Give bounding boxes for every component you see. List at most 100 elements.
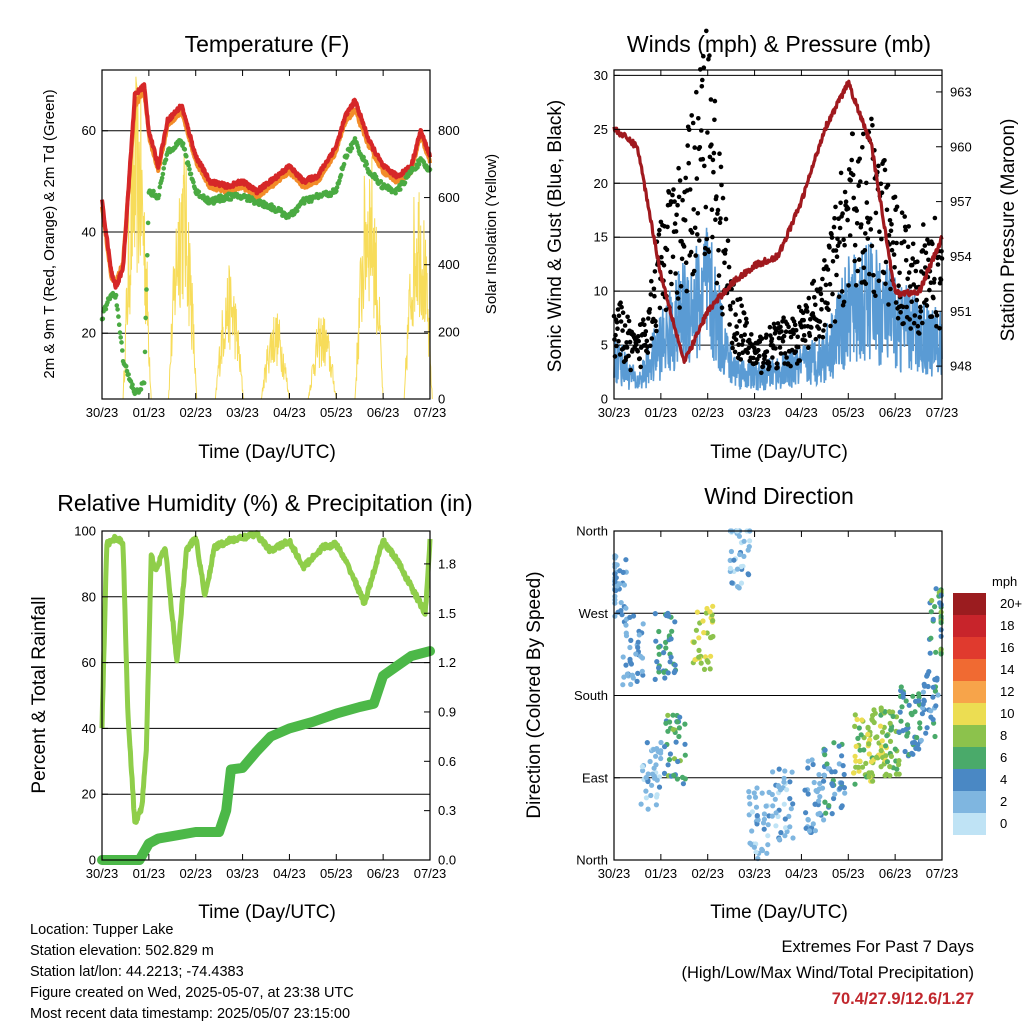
gust-point <box>685 143 690 148</box>
x-tick-label: 02/23 <box>691 405 724 420</box>
gust-point <box>918 304 923 310</box>
direction-point <box>790 801 796 807</box>
gust-point <box>837 225 843 231</box>
solar-line <box>168 153 198 400</box>
y2-tick-label: 957 <box>950 194 972 209</box>
dewpoint-point <box>157 184 163 190</box>
pressure-ylabel: Station Pressure (Maroon) <box>998 119 1019 342</box>
gust-point <box>837 240 842 245</box>
gust-point <box>689 230 695 235</box>
direction-point <box>917 720 923 726</box>
legend-swatch <box>953 769 986 791</box>
gust-point <box>668 269 673 275</box>
y2-tick-label: 0.9 <box>438 704 456 719</box>
y2-tick-label: 948 <box>950 359 972 374</box>
direction-point <box>832 791 838 797</box>
gust-point <box>736 342 741 348</box>
direction-point <box>639 764 646 770</box>
temperature-plot-frame <box>101 69 431 400</box>
direction-point <box>932 733 938 740</box>
winds-xlabel: Time (Day/UTC) <box>710 442 848 463</box>
gust-point <box>659 254 664 260</box>
gust-point <box>781 333 787 339</box>
direction-point <box>853 758 859 764</box>
direction-point <box>805 791 811 797</box>
y-tick-label: 100 <box>74 524 96 539</box>
gust-point <box>718 164 724 170</box>
direction-point <box>737 551 743 558</box>
gust-point <box>825 301 830 306</box>
gust-point <box>811 278 817 284</box>
gust-point <box>656 232 662 237</box>
direction-point <box>888 753 895 760</box>
direction-point <box>620 682 626 688</box>
direction-point <box>707 666 713 672</box>
direction-point <box>887 738 894 745</box>
direction-point <box>656 644 662 650</box>
x-tick-label: 05/23 <box>832 866 865 881</box>
y-tick-label: 10 <box>594 284 608 299</box>
gust-point <box>864 200 870 205</box>
direction-point <box>729 580 735 586</box>
gust-point <box>851 195 856 201</box>
dewpoint-point <box>184 154 189 159</box>
gust-point <box>836 294 842 300</box>
gust-point <box>771 321 777 327</box>
gust-point <box>879 236 884 242</box>
direction-point <box>628 637 634 644</box>
direction-point <box>773 810 779 816</box>
gust-point <box>894 204 900 210</box>
y-tick-label: 20 <box>82 787 96 802</box>
dewpoint-point <box>191 179 196 185</box>
direction-point <box>670 712 676 718</box>
gust-point <box>937 280 943 286</box>
gust-point <box>832 216 837 221</box>
gust-point <box>769 336 775 342</box>
direction-point <box>668 654 674 660</box>
gust-point <box>907 317 912 322</box>
direction-point <box>613 575 619 581</box>
direction-point <box>897 709 903 715</box>
dewpoint-point <box>103 306 109 312</box>
gust-point <box>618 300 623 306</box>
gust-point <box>813 336 819 342</box>
solar-ylabel: Solar Insolation (Yellow) <box>483 154 500 314</box>
direction-point <box>734 566 741 572</box>
gust-point <box>700 156 706 162</box>
gust-point <box>761 360 766 366</box>
gust-point <box>838 170 844 176</box>
y2-tick-label: 963 <box>950 84 972 99</box>
direction-point <box>866 741 872 747</box>
direction-point <box>900 694 906 700</box>
temperature-xlabel: Time (Day/UTC) <box>198 442 336 463</box>
direction-point <box>654 792 660 798</box>
direction-point <box>852 723 858 730</box>
gust-point <box>865 236 871 241</box>
station-location: Location: Tupper Lake <box>30 922 174 938</box>
y2-tick-label: 1.5 <box>438 606 456 621</box>
gust-point <box>635 349 640 354</box>
direction-point <box>764 850 770 856</box>
gust-point <box>923 250 929 256</box>
gust-point <box>862 248 868 253</box>
gust-point <box>921 222 926 227</box>
legend-label: 12 <box>1000 684 1014 699</box>
direction-point <box>887 720 893 726</box>
direction-point <box>696 635 702 641</box>
legend-label: 18 <box>1000 618 1014 633</box>
dewpoint-point <box>186 162 191 168</box>
direction-point <box>710 618 716 624</box>
gust-point <box>647 307 653 312</box>
gust-point <box>730 300 736 305</box>
gust-point <box>913 268 919 274</box>
gust-point <box>727 322 732 327</box>
direction-point <box>803 810 809 816</box>
legend-swatch <box>953 791 986 813</box>
direction-point <box>738 580 745 586</box>
direction-point <box>656 628 662 635</box>
direction-point <box>673 739 679 745</box>
gust-point <box>835 236 840 242</box>
gust-point <box>616 313 622 319</box>
gust-point <box>767 324 773 330</box>
